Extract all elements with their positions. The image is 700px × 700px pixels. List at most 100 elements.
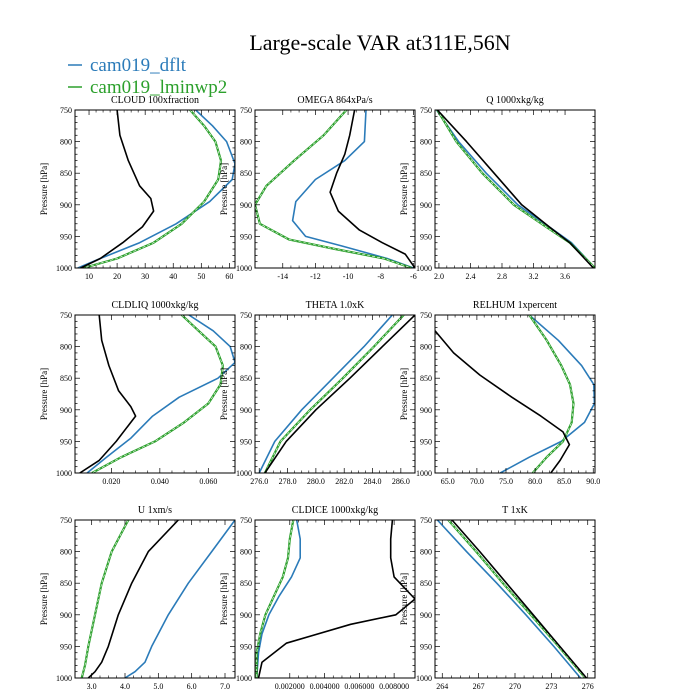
- panel-7-ytick-label: 850: [60, 579, 72, 588]
- panel-8-series: [255, 520, 415, 678]
- panel-4-series-control: [79, 315, 137, 473]
- panel-1-xtick-label: 40: [169, 272, 177, 281]
- panel-2-series-cam019-dflt: [291, 110, 414, 268]
- panel-2-ytick-label: 800: [240, 138, 252, 147]
- panel-8-xtick-label: 0.006000: [344, 682, 374, 691]
- panel-6-xtick-label: 75.0: [499, 477, 513, 486]
- legend: cam019_dflt cam019_lminwp2: [68, 55, 227, 98]
- panel-1-ytick-label: 750: [60, 106, 72, 115]
- figure-title: Large-scale VAR at311E,56N: [249, 30, 510, 55]
- panel-8-ytick-label: 950: [240, 642, 252, 651]
- panel-7-ytick-label: 750: [60, 516, 72, 525]
- panel-1-xtick-label: 30: [141, 272, 149, 281]
- panel-3-ytick-label: 950: [420, 232, 432, 241]
- panel-7-xtick-label: 5.0: [153, 682, 163, 691]
- panel-6-xtick-label: 80.0: [528, 477, 542, 486]
- panel-9-series: [436, 520, 588, 678]
- panel-2: OMEGA 864xPa/s 750 800 850 900 950 1000 -14 -12 -…: [219, 95, 417, 281]
- panel-7-xtick-label: 7.0: [220, 682, 230, 691]
- panel-8-ylabel: Pressure [hPa]: [219, 573, 229, 625]
- panel-6-xtick-label: 90.0: [586, 477, 600, 486]
- panel-9-xtick-label: 273: [545, 682, 557, 691]
- panel-5-ytick-label: 850: [240, 374, 252, 383]
- panel-4-xtick-label: 0.060: [199, 477, 217, 486]
- panel-5-xtick-label: 280.0: [307, 477, 325, 486]
- legend-label-dflt: cam019_dflt: [90, 55, 187, 76]
- panel-7-series-control: [87, 520, 179, 678]
- panel-8-ytick-label: 850: [240, 579, 252, 588]
- panel-3-series-cam019-lminwp2-dash: [437, 110, 595, 268]
- panel-1-ytick-label: 850: [60, 169, 72, 178]
- panel-4-ytick-label: 900: [60, 406, 72, 415]
- panel-4-series-cam019-dflt: [86, 315, 235, 473]
- panel-9-ytick-label: 750: [420, 516, 432, 525]
- panel-5-xtick-label: 282.0: [335, 477, 353, 486]
- panel-3-ylabel: Pressure [hPa]: [399, 163, 409, 215]
- panel-5-title: THETA 1.0xK: [306, 300, 365, 311]
- panel-1: CLOUD 100xfraction 750 800 850 900 950 1000 10 2…: [39, 95, 236, 281]
- panel-6-ytick-label: 750: [420, 311, 432, 320]
- panel-2-ytick-label: 850: [240, 169, 252, 178]
- panel-5-series-control: [264, 315, 415, 473]
- panel-7-ylabel: Pressure [hPa]: [39, 573, 49, 625]
- panel-9-ytick-label: 1000: [416, 674, 432, 683]
- panel-7-series-cam019-lminwp2-dash: [81, 520, 129, 678]
- panel-9-xtick-label: 264: [436, 682, 448, 691]
- panel-2-ytick-label: 900: [240, 201, 252, 210]
- panel-4-ylabel: Pressure [hPa]: [39, 368, 49, 420]
- panel-grid: CLOUD 100xfraction 750 800 850 900 950 1000 10 2…: [39, 95, 600, 691]
- panel-6-series-cam019-dflt: [499, 315, 595, 473]
- panel-8-series-cam019-dflt: [255, 520, 302, 678]
- panel-4-xtick-label: 0.020: [102, 477, 120, 486]
- panel-5-series: [258, 315, 415, 473]
- panel-4-xtick-label: 0.040: [151, 477, 169, 486]
- panel-9-ytick-label: 950: [420, 642, 432, 651]
- panel-9-ytick-label: 850: [420, 579, 432, 588]
- panel-7-xtick-label: 4.0: [120, 682, 130, 691]
- panel-6-title: RELHUM 1xpercent: [473, 300, 557, 311]
- panel-6-xtick-label: 85.0: [557, 477, 571, 486]
- panel-8-xtick-label: 0.002000: [275, 682, 305, 691]
- panel-7: U 1xm/s 750 800 850 900 950 1000 3.0 4.0 5.0 6.0 7.…: [39, 505, 236, 691]
- panel-3-xtick-label: 2.8: [497, 272, 507, 281]
- panel-8-xtick-label: 0.008000: [379, 682, 409, 691]
- panel-6-ytick-label: 900: [420, 406, 432, 415]
- panel-8-frame: [254, 519, 416, 679]
- panel-4-ytick-label: 1000: [56, 469, 72, 478]
- panel-4-frame: [74, 314, 236, 474]
- panel-5-xtick-label: 276.0: [250, 477, 268, 486]
- panel-4-ytick-label: 950: [60, 437, 72, 446]
- panel-1-series: [77, 110, 235, 268]
- panel-1-xtick-label: 50: [197, 272, 205, 281]
- panel-8-ytick-label: 800: [240, 548, 252, 557]
- panel-7-series-cam019-dflt: [124, 520, 235, 678]
- panel-6-series-control: [435, 330, 571, 473]
- panel-9-xtick-label: 267: [473, 682, 485, 691]
- panel-3-ytick-label: 850: [420, 169, 432, 178]
- panel-6-ylabel: Pressure [hPa]: [399, 368, 409, 420]
- panel-6-frame: [434, 314, 596, 474]
- legend-label-lminwp2: cam019_lminwp2: [90, 77, 227, 98]
- panel-9-ylabel: Pressure [hPa]: [399, 573, 409, 625]
- panel-9-series-cam019-lminwp2-dash: [448, 520, 586, 678]
- panel-1-ytick-label: 900: [60, 201, 72, 210]
- panel-1-series-control: [80, 110, 155, 268]
- panel-9-ytick-label: 800: [420, 548, 432, 557]
- panel-4: CLDLIQ 1000xkg/kg 750 800 850 900 950 1000 0.02…: [39, 300, 236, 486]
- panel-1-ytick-label: 950: [60, 232, 72, 241]
- panel-1-series-cam019-dflt: [77, 110, 235, 268]
- panel-2-xtick-label: -14: [277, 272, 288, 281]
- panel-2-ytick-label: 1000: [236, 264, 252, 273]
- panel-2-xtick-label: -12: [310, 272, 321, 281]
- panel-5-series-cam019-dflt: [258, 315, 393, 473]
- panel-9-series-cam019-dflt: [436, 520, 582, 678]
- panel-5-ylabel: Pressure [hPa]: [219, 368, 229, 420]
- panel-4-ytick-label: 800: [60, 343, 72, 352]
- panel-1-ytick-label: 1000: [56, 264, 72, 273]
- panel-9-ytick-label: 900: [420, 611, 432, 620]
- panel-2-series-cam019-lminwp2-dash: [255, 110, 412, 268]
- panel-7-ytick-label: 1000: [56, 674, 72, 683]
